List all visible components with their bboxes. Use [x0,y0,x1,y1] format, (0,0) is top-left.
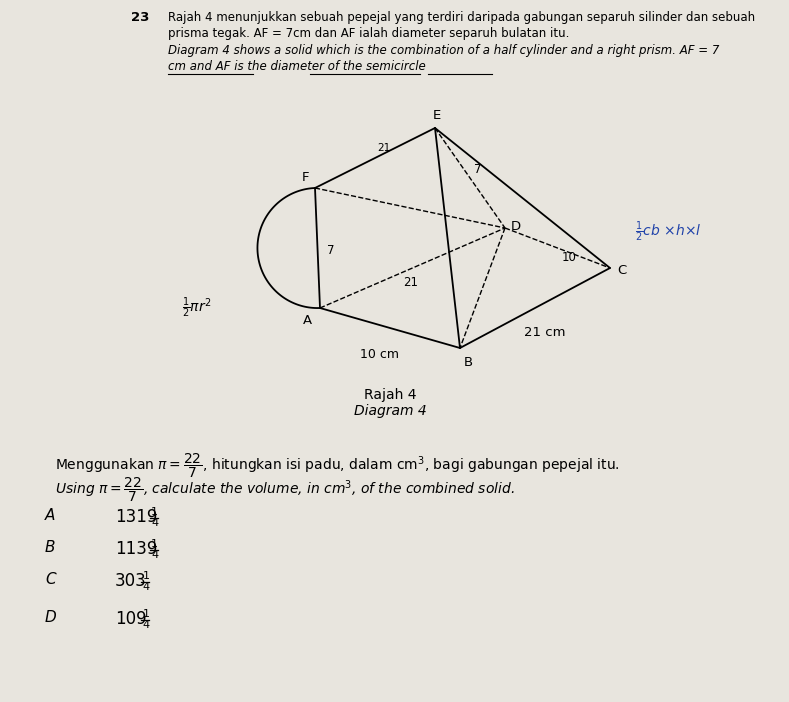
Text: 109: 109 [115,610,147,628]
Text: 4: 4 [151,550,158,560]
Text: C: C [617,263,626,277]
Text: D: D [511,220,521,232]
Text: prisma tegak. AF = 7cm dan AF ialah diameter separuh bulatan itu.: prisma tegak. AF = 7cm dan AF ialah diam… [168,27,570,40]
Text: cm and AF is the diameter of the semicircle: cm and AF is the diameter of the semicir… [168,60,426,73]
Text: A: A [303,314,312,327]
Text: 21: 21 [403,276,418,289]
Text: 21: 21 [377,143,391,153]
Text: B: B [464,356,473,369]
Text: A: A [45,508,55,523]
Text: Using $\pi =\dfrac{22}{7}$, calculate the volume, in cm$^3$, of the combined sol: Using $\pi =\dfrac{22}{7}$, calculate th… [55,476,514,504]
Text: F: F [301,171,309,184]
Text: Rajah 4: Rajah 4 [364,388,417,402]
Text: 303: 303 [115,572,147,590]
Text: $\frac{1}{2}$cb $\times$h$\times$l: $\frac{1}{2}$cb $\times$h$\times$l [635,220,701,244]
Text: 23: 23 [131,11,149,24]
Text: Menggunakan $\pi =\dfrac{22}{7}$, hitungkan isi padu, dalam cm$^3$, bagi gabunga: Menggunakan $\pi =\dfrac{22}{7}$, hitung… [55,452,620,480]
Text: $\frac{1}{2}$$\pi r^2$: $\frac{1}{2}$$\pi r^2$ [182,296,212,320]
Text: 10: 10 [562,251,577,264]
Text: 4: 4 [143,620,150,630]
Text: Diagram 4: Diagram 4 [353,404,426,418]
Text: 1: 1 [143,571,149,581]
Text: 4: 4 [143,582,150,592]
Text: 1: 1 [151,539,158,549]
Text: C: C [45,572,56,587]
Text: 1319: 1319 [115,508,157,526]
Text: 10 cm: 10 cm [361,348,399,361]
Text: 21 cm: 21 cm [524,326,566,339]
Text: 4: 4 [151,518,158,528]
Text: 1: 1 [143,609,149,619]
Text: 1: 1 [151,507,158,517]
Text: Rajah 4 menunjukkan sebuah pepejal yang terdiri daripada gabungan separuh silind: Rajah 4 menunjukkan sebuah pepejal yang … [168,11,755,24]
Text: 1139: 1139 [115,540,157,558]
Text: B: B [45,540,55,555]
Text: E: E [433,109,441,122]
Text: 7: 7 [474,163,481,176]
Text: Diagram 4 shows a solid which is the combination of a half cylinder and a right : Diagram 4 shows a solid which is the com… [168,44,720,57]
Text: 7: 7 [327,244,335,256]
Text: D: D [45,610,57,625]
